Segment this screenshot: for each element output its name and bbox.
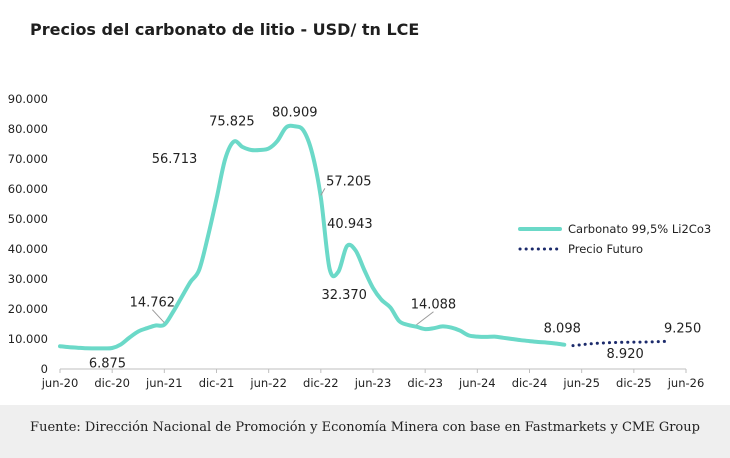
legend-label: Precio Futuro (568, 242, 643, 256)
y-tick-label: 20.000 (8, 302, 48, 316)
series-line-spot (58, 123, 567, 351)
y-tick-label: 90.000 (8, 92, 48, 106)
legend-label: Carbonato 99,5% Li2Co3 (568, 222, 711, 236)
x-tick-label: dic-24 (512, 376, 548, 390)
y-tick-label: 70.000 (8, 152, 48, 166)
y-tick-label: 40.000 (8, 242, 48, 256)
x-tick-label: dic-22 (303, 376, 339, 390)
data-label: 14.762 (130, 296, 176, 311)
y-tick-label: 80.000 (8, 122, 48, 136)
data-label: 57.205 (326, 174, 372, 189)
annotation-leader (320, 188, 326, 196)
y-tick-label: 0 (41, 362, 48, 376)
x-tick-label: dic-25 (616, 376, 652, 390)
annotation-layer: 6.875 14.762 56.713 75.825 80.909 57.205 40.94… (89, 105, 701, 371)
series-line-futures (571, 339, 671, 348)
x-tick-label: jun-23 (354, 376, 392, 390)
data-label: 80.909 (272, 105, 318, 120)
data-label: 8.098 (544, 322, 581, 337)
annotation-leader (416, 311, 434, 326)
data-label: 40.943 (327, 217, 373, 232)
x-tick-label: dic-21 (199, 376, 235, 390)
data-label: 56.713 (152, 152, 198, 167)
x-tick-label: jun-22 (249, 376, 287, 390)
data-label: 14.088 (411, 298, 457, 313)
annotation-leader (151, 309, 165, 324)
y-tick-label: 10.000 (8, 332, 48, 346)
data-label: 6.875 (89, 356, 126, 371)
source-footer: Fuente: Dirección Nacional de Promoción … (0, 405, 730, 458)
x-tick-label: jun-25 (562, 376, 600, 390)
data-label: 75.825 (209, 115, 255, 130)
chart-axes: 0 10.000 20.000 30.000 40.000 50.000 60.000 70.… (8, 92, 705, 390)
x-tick-label: jun-26 (667, 376, 705, 390)
data-label: 8.920 (607, 347, 644, 362)
source-text: Fuente: Dirección Nacional de Promoción … (30, 420, 700, 435)
chart-title: Precios del carbonato de litio - USD/ tn… (30, 20, 420, 39)
x-tick-label: dic-23 (407, 376, 443, 390)
data-label: 9.250 (664, 321, 701, 336)
y-tick-label: 60.000 (8, 182, 48, 196)
x-tick-label: jun-24 (458, 376, 496, 390)
lithium-price-chart: 0 10.000 20.000 30.000 40.000 50.000 60.000 70.… (8, 92, 711, 390)
chart-legend: Carbonato 99,5% Li2Co3 Precio Futuro (518, 222, 711, 256)
x-tick-label: jun-20 (41, 376, 79, 390)
y-tick-label: 50.000 (8, 212, 48, 226)
x-tick-label: jun-21 (145, 376, 183, 390)
y-tick-label: 30.000 (8, 272, 48, 286)
data-label: 32.370 (321, 288, 367, 303)
x-tick-label: dic-20 (94, 376, 130, 390)
series-layer (58, 123, 671, 351)
